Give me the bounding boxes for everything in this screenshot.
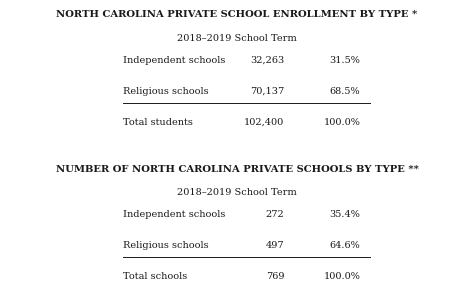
Text: 2018–2019 School Term: 2018–2019 School Term — [177, 34, 297, 43]
Text: Total schools: Total schools — [123, 272, 188, 281]
Text: 769: 769 — [266, 272, 284, 281]
Text: 100.0%: 100.0% — [323, 272, 360, 281]
Text: 2018–2019 School Term: 2018–2019 School Term — [177, 188, 297, 197]
Text: Independent schools: Independent schools — [123, 210, 226, 219]
Text: Independent schools: Independent schools — [123, 56, 226, 65]
Text: 272: 272 — [265, 210, 284, 219]
Text: 497: 497 — [266, 241, 284, 250]
Text: Total students: Total students — [123, 118, 193, 127]
Text: Religious schools: Religious schools — [123, 87, 209, 96]
Text: 102,400: 102,400 — [244, 118, 284, 127]
Text: 70,137: 70,137 — [250, 87, 284, 96]
Text: 64.6%: 64.6% — [329, 241, 360, 250]
Text: 35.4%: 35.4% — [329, 210, 360, 219]
Text: NORTH CAROLINA PRIVATE SCHOOL ENROLLMENT BY TYPE *: NORTH CAROLINA PRIVATE SCHOOL ENROLLMENT… — [56, 10, 418, 19]
Text: Religious schools: Religious schools — [123, 241, 209, 250]
Text: 32,263: 32,263 — [250, 56, 284, 65]
Text: 100.0%: 100.0% — [323, 118, 360, 127]
Text: NUMBER OF NORTH CAROLINA PRIVATE SCHOOLS BY TYPE **: NUMBER OF NORTH CAROLINA PRIVATE SCHOOLS… — [55, 165, 419, 174]
Text: 68.5%: 68.5% — [329, 87, 360, 96]
Text: 31.5%: 31.5% — [329, 56, 360, 65]
